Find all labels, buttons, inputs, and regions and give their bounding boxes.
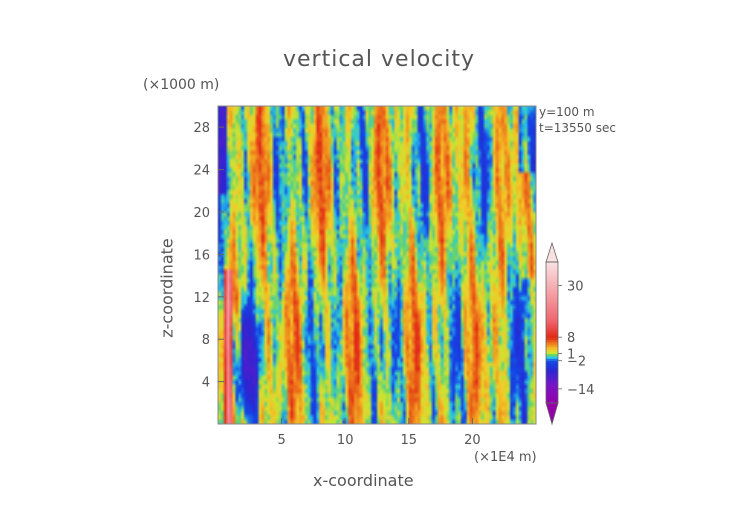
colorbar-segment <box>546 353 558 357</box>
colorbar-segment <box>546 320 558 324</box>
colorbar-segment <box>546 325 558 329</box>
colorbar-segment <box>546 292 558 296</box>
colorbar-segment <box>546 400 558 404</box>
colorbar-segment <box>546 398 558 402</box>
colorbar-segment <box>546 358 558 362</box>
y-tick-label-12: 12 <box>193 291 210 306</box>
colorbar-segment <box>546 374 558 378</box>
colorbar-segment <box>546 346 558 350</box>
colorbar-segment <box>546 287 558 291</box>
y-tick-label-4: 4 <box>202 376 210 391</box>
colorbar-segment <box>546 372 558 376</box>
colorbar-segment <box>546 363 558 366</box>
x-tick-label-5: 5 <box>277 433 285 448</box>
colorbar-segment <box>546 264 558 268</box>
colorbar-segment <box>546 339 558 343</box>
colorbar-segment <box>546 384 558 388</box>
colorbar-frame <box>545 261 559 404</box>
colorbar-segment <box>546 285 558 289</box>
colorbar-segment <box>546 316 558 319</box>
colorbar-segment <box>546 301 558 305</box>
colorbar-segment <box>546 391 558 395</box>
colorbar-segment <box>546 278 558 282</box>
colorbar-segment <box>546 395 558 399</box>
colorbar-segment <box>546 273 558 277</box>
colorbar-segment <box>546 280 558 284</box>
colorbar-segment <box>546 388 558 392</box>
colorbar-segment <box>546 334 558 338</box>
colorbar-segment <box>546 269 558 272</box>
colorbar-segment <box>546 299 558 303</box>
colorbar-segment <box>546 332 558 336</box>
colorbar-segment <box>546 306 558 310</box>
colorbar-label-3: −2 <box>567 355 586 370</box>
colorbar-segment <box>546 297 558 301</box>
colorbar-segment <box>546 271 558 275</box>
colorbar-segment <box>546 283 558 286</box>
colorbar-segment <box>546 344 558 348</box>
y-tick-label-24: 24 <box>193 164 210 179</box>
y-tick-label-20: 20 <box>193 206 210 221</box>
annotation-y-position: y=100 m <box>539 105 595 119</box>
annotation-time: t=13550 sec <box>539 121 616 135</box>
colorbar-segment <box>546 318 558 322</box>
colorbar-segment <box>546 311 558 315</box>
colorbar-segment <box>546 379 558 383</box>
colorbar-segment <box>546 393 558 397</box>
plot-frame <box>217 105 537 425</box>
colorbar-lower-arrow <box>545 402 559 426</box>
colorbar-segment <box>546 360 558 364</box>
colorbar-segment <box>546 337 558 341</box>
x-axis-label: x-coordinate <box>313 471 414 490</box>
colorbar-upper-arrow <box>545 241 559 263</box>
colorbar-segment <box>546 327 558 331</box>
colorbar-segment <box>546 386 558 390</box>
colorbar-segment <box>546 330 558 333</box>
colorbar-segment <box>546 367 558 371</box>
colorbar-segment <box>546 309 558 312</box>
colorbar-segment <box>546 262 558 265</box>
colorbar-label-0: 30 <box>567 280 584 295</box>
colorbar-segment <box>546 356 558 359</box>
y-tick-label-16: 16 <box>193 248 210 263</box>
colorbar-segment <box>546 365 558 369</box>
x-tick-label-20: 20 <box>464 433 481 448</box>
colorbar-label-4: −14 <box>567 383 594 398</box>
colorbar-segment <box>546 351 558 355</box>
colorbar-segment <box>546 377 558 380</box>
colorbar-segment <box>546 290 558 294</box>
x-tick-label-15: 15 <box>401 433 418 448</box>
colorbar-label-2: 1 <box>567 348 575 363</box>
colorbar-segment <box>546 370 558 373</box>
colorbar-segment <box>546 294 558 298</box>
y-unit-label: (×1000 m) <box>143 77 220 93</box>
colorbar-segment <box>546 276 558 279</box>
heatmap-field <box>218 106 536 424</box>
colorbar-segment <box>546 348 558 352</box>
colorbar-segment <box>546 341 558 345</box>
colorbar-segment <box>546 304 558 308</box>
x-unit-label: (×1E4 m) <box>474 450 537 465</box>
colorbar-segment <box>546 323 558 326</box>
chart-title: vertical velocity <box>283 47 476 72</box>
x-tick-label-10: 10 <box>337 433 354 448</box>
colorbar-segment <box>546 266 558 270</box>
y-tick-label-8: 8 <box>202 333 210 348</box>
colorbar-label-1: 8 <box>567 331 575 346</box>
colorbar-segment <box>546 381 558 385</box>
y-tick-label-28: 28 <box>193 121 210 136</box>
colorbar-segment <box>546 313 558 317</box>
